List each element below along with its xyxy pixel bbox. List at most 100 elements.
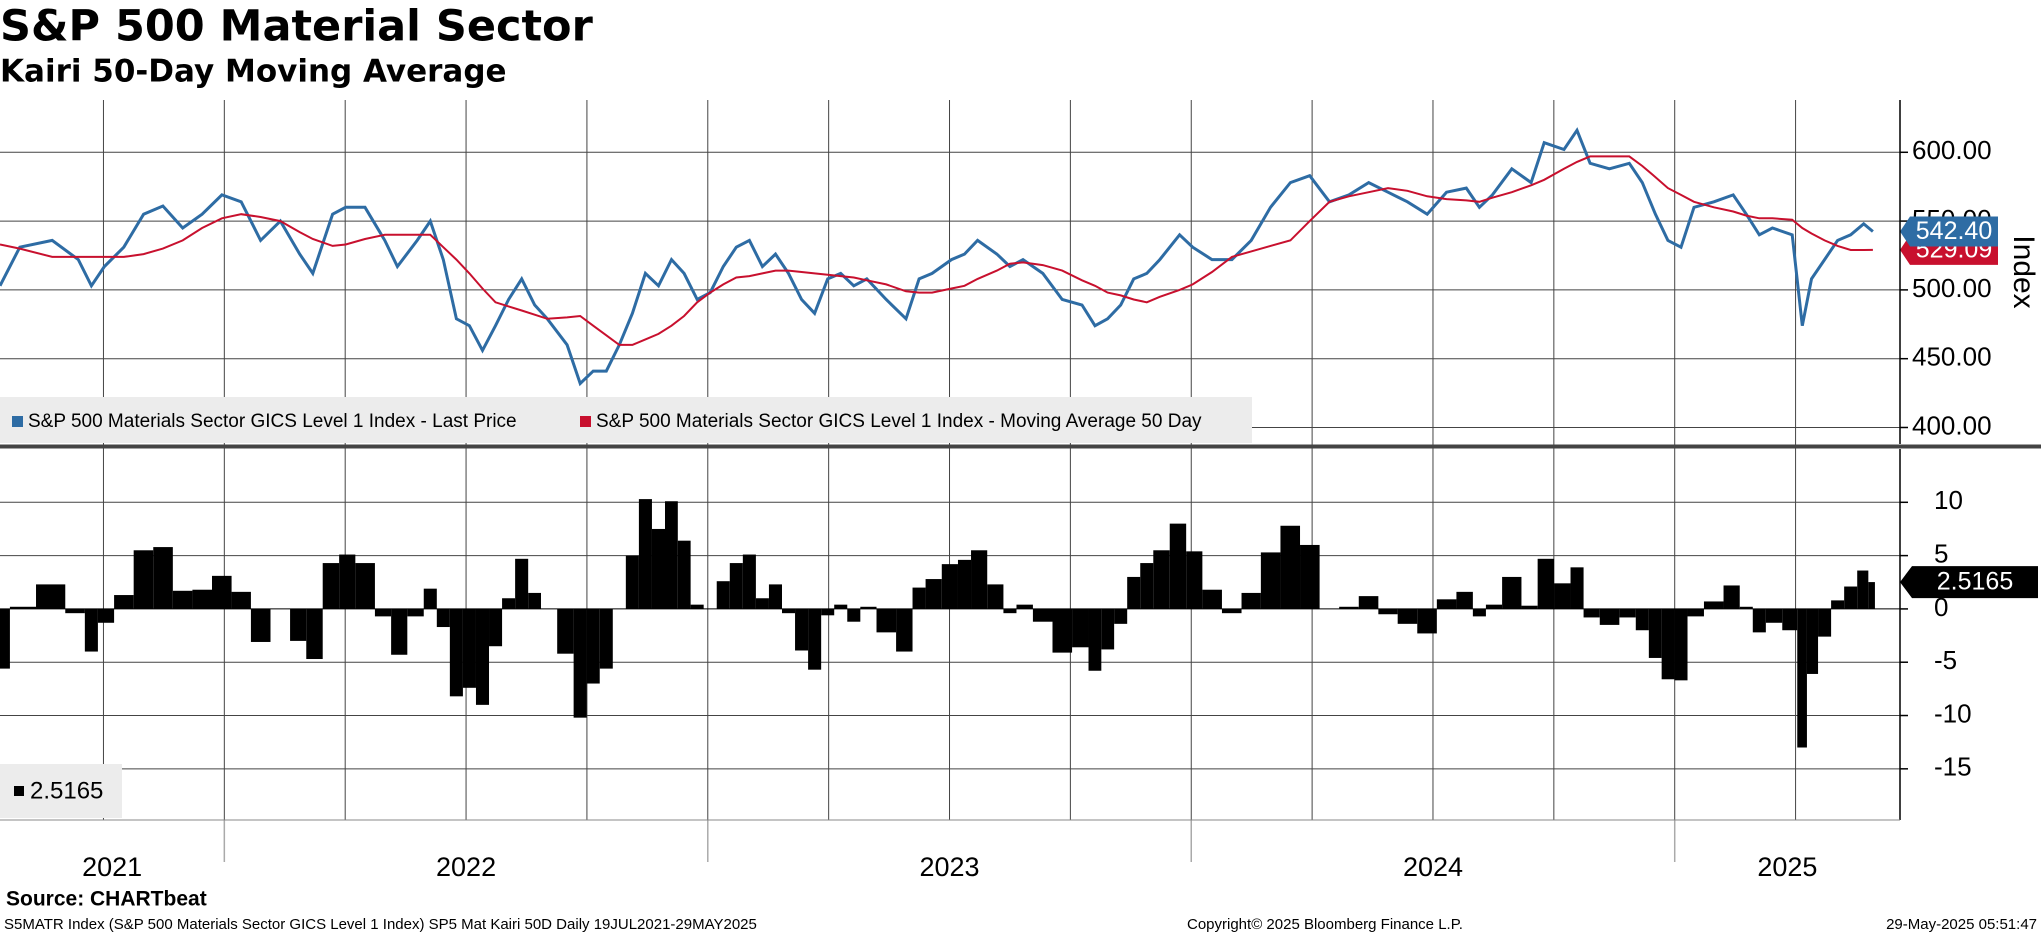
- bar: [1648, 608, 1662, 658]
- y-axis-label: Index: [2007, 235, 2040, 308]
- bar: [1844, 586, 1858, 609]
- bar: [896, 608, 913, 652]
- bar: [36, 584, 66, 609]
- bar: [1797, 608, 1807, 748]
- legend-swatch: [580, 416, 591, 427]
- bar: [1241, 592, 1261, 609]
- bar: [1202, 589, 1222, 609]
- bar: [1752, 608, 1766, 633]
- bar: [449, 608, 463, 697]
- bar: [290, 608, 307, 641]
- y-tick-label: 5: [1934, 538, 1948, 568]
- y-tick-label: -15: [1934, 752, 1972, 782]
- bar: [925, 579, 942, 609]
- bar: [1436, 599, 1457, 609]
- bar: [462, 608, 476, 688]
- y-tick-label: -10: [1934, 698, 1972, 728]
- bar: [1101, 608, 1115, 650]
- bar: [1782, 608, 1798, 631]
- legend-box: [0, 397, 1252, 443]
- legend-label: S&P 500 Materials Sector GICS Level 1 In…: [596, 411, 1202, 432]
- bar: [1397, 608, 1418, 624]
- bar: [1619, 608, 1636, 618]
- line-series: [0, 155, 1873, 346]
- bar: [1583, 608, 1600, 618]
- bar: [339, 554, 356, 609]
- bar: [1456, 591, 1473, 609]
- bar: [1280, 525, 1301, 609]
- bar: [651, 528, 665, 609]
- bar: [322, 563, 340, 609]
- legend-swatch: [14, 786, 24, 796]
- bar: [528, 592, 541, 609]
- bar: [1072, 608, 1089, 648]
- legend-label: 2.5165: [30, 777, 103, 804]
- bar: [912, 587, 926, 609]
- bar: [941, 564, 958, 609]
- bar: [1635, 608, 1649, 631]
- bar: [1868, 582, 1875, 609]
- bar: [1016, 604, 1033, 609]
- bar: [1153, 550, 1170, 609]
- bar: [114, 595, 134, 609]
- bar: [768, 584, 782, 609]
- legend-swatch: [12, 416, 23, 427]
- bar: [1114, 608, 1128, 624]
- bar: [957, 559, 972, 609]
- bar: [1472, 608, 1486, 617]
- bar: [729, 563, 743, 609]
- footer-ticker: S5MATR Index (S&P 500 Materials Sector G…: [4, 916, 757, 933]
- bar: [1739, 606, 1753, 609]
- bar: [1661, 608, 1675, 680]
- bar: [391, 608, 408, 655]
- bar: [1599, 608, 1620, 625]
- bar: [1417, 608, 1437, 634]
- bar: [1032, 608, 1053, 622]
- bar: [876, 608, 897, 633]
- bar: [1088, 608, 1102, 671]
- bar: [475, 608, 490, 705]
- bar: [1378, 608, 1398, 615]
- bar: [1221, 608, 1242, 614]
- bar: [133, 550, 154, 609]
- y-tick-label: 500.00: [1912, 273, 1992, 303]
- bar: [716, 581, 730, 609]
- bar: [0, 608, 10, 669]
- bar: [515, 558, 529, 609]
- bar: [374, 608, 392, 617]
- bar: [65, 608, 85, 614]
- bar: [742, 554, 756, 609]
- bar: [1260, 552, 1281, 609]
- bar: [407, 608, 424, 617]
- bar: [1857, 570, 1869, 609]
- footer-copyright: Copyright© 2025 Bloomberg Finance L.P.: [1187, 916, 1463, 933]
- bar: [153, 547, 173, 609]
- legend-label: S&P 500 Materials Sector GICS Level 1 In…: [28, 411, 517, 432]
- bar: [306, 608, 323, 660]
- bar: [1485, 604, 1503, 609]
- bar: [1358, 596, 1379, 609]
- line-series: [0, 127, 1874, 387]
- bar: [192, 589, 212, 609]
- bar: [808, 608, 822, 670]
- bar: [1140, 563, 1154, 609]
- bar: [755, 598, 769, 609]
- bar: [557, 608, 574, 654]
- bar: [834, 604, 848, 609]
- bar: [211, 575, 232, 609]
- bar: [781, 608, 796, 614]
- last-value-label: 542.40: [1916, 217, 1992, 245]
- bar: [1674, 608, 1688, 681]
- bar: [1127, 576, 1141, 609]
- bar: [1570, 567, 1584, 609]
- x-tick-label: 2022: [436, 852, 496, 882]
- bar: [599, 608, 613, 669]
- bar: [1765, 608, 1783, 623]
- bar: [638, 499, 652, 609]
- bar: [489, 608, 503, 647]
- bar: [250, 608, 271, 642]
- y-tick-label: 0: [1934, 592, 1948, 622]
- bar: [971, 550, 988, 609]
- bar: [586, 608, 600, 684]
- bar: [1554, 583, 1571, 609]
